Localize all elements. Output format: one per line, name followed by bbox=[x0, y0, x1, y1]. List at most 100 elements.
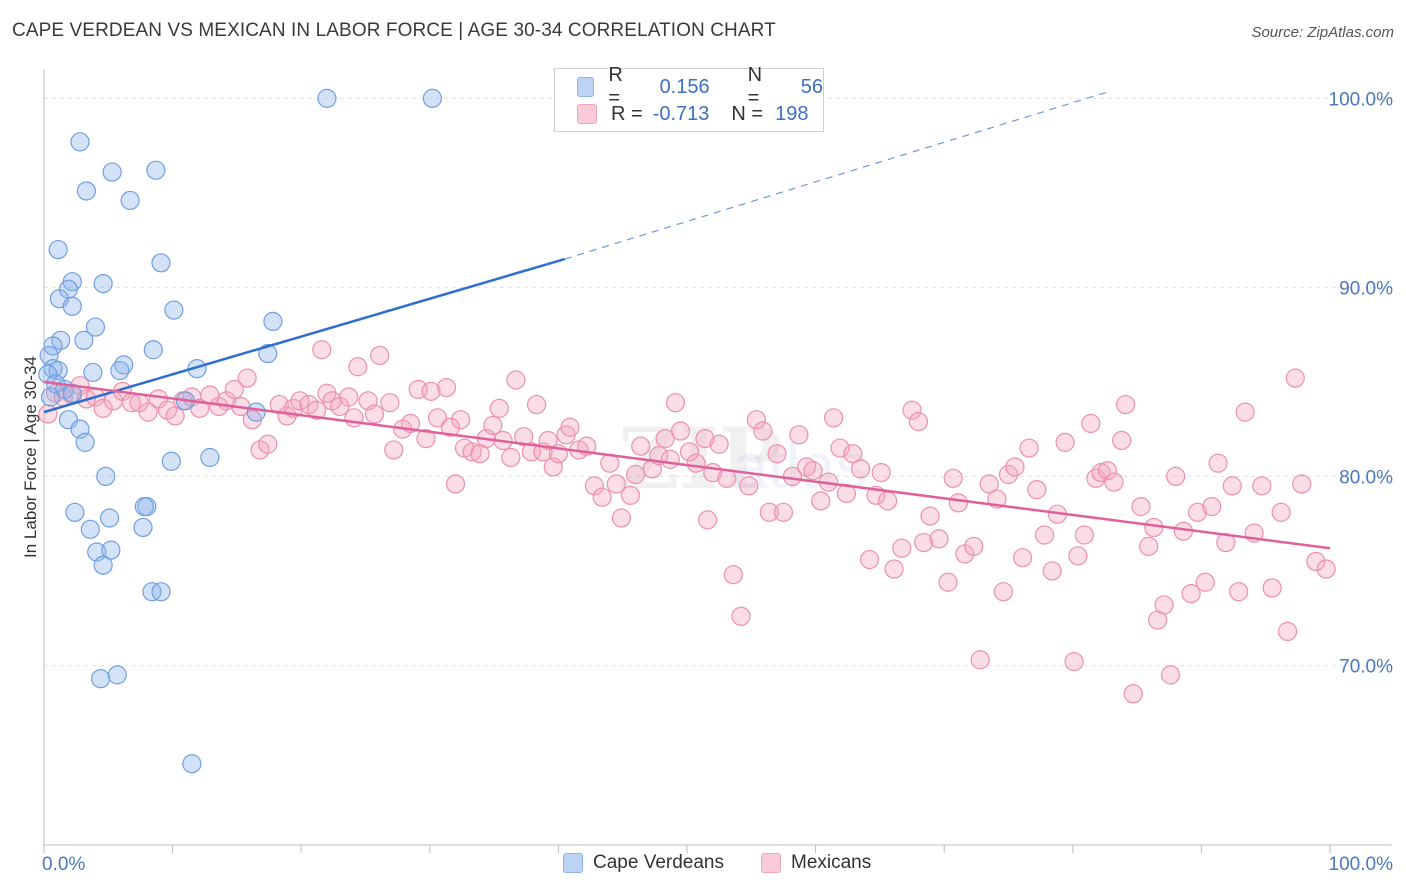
point-mexicans bbox=[1285, 368, 1305, 388]
stats-legend: R = 0.156 N = 56 R = -0.713 N = 198 bbox=[554, 64, 824, 132]
point-mexicans bbox=[514, 427, 534, 447]
point-mexicans bbox=[1034, 525, 1055, 545]
point-mexicans bbox=[560, 417, 580, 437]
point-mexicans bbox=[258, 434, 278, 454]
point-mexicans bbox=[943, 468, 963, 488]
point-mexicans bbox=[884, 559, 904, 579]
point-mexicans bbox=[93, 398, 113, 418]
point-cape-verdeans bbox=[143, 340, 163, 360]
point-cape-verdeans bbox=[151, 253, 171, 273]
y-tick-label: 70.0% bbox=[1339, 656, 1393, 677]
point-mexicans bbox=[902, 400, 922, 420]
point-mexicans bbox=[1235, 402, 1255, 422]
point-mexicans bbox=[462, 442, 482, 462]
legend-row-cape-verdeans: R = 0.156 N = 56 bbox=[577, 64, 823, 109]
point-cape-verdeans bbox=[62, 296, 82, 316]
point-mexicans bbox=[1064, 652, 1084, 672]
point-mexicans bbox=[1086, 468, 1106, 488]
point-mexicans bbox=[767, 444, 787, 464]
y-tick-label: 100.0% bbox=[1329, 89, 1394, 110]
point-mexicans bbox=[938, 572, 958, 592]
point-mexicans bbox=[384, 440, 404, 460]
legend-swatch-cape-verdeans bbox=[563, 853, 583, 873]
point-cape-verdeans bbox=[182, 754, 202, 774]
point-mexicans bbox=[538, 430, 558, 451]
point-mexicans bbox=[506, 370, 526, 390]
point-mexicans bbox=[440, 417, 460, 437]
x-tick-label: 0.0% bbox=[42, 854, 85, 875]
point-mexicans bbox=[1292, 474, 1312, 494]
point-mexicans bbox=[660, 449, 680, 469]
source-label: Source: ZipAtlas.com bbox=[1251, 24, 1394, 41]
point-mexicans bbox=[1181, 583, 1201, 604]
point-mexicans bbox=[631, 436, 651, 456]
point-cape-verdeans bbox=[75, 432, 95, 452]
point-mexicans bbox=[1123, 684, 1143, 704]
trendline-cape-verdeans-extension bbox=[564, 90, 1112, 260]
point-cape-verdeans bbox=[76, 181, 97, 201]
point-mexicans bbox=[1013, 548, 1033, 568]
point-mexicans bbox=[993, 582, 1013, 602]
point-mexicans bbox=[364, 404, 385, 424]
point-mexicans bbox=[964, 536, 984, 556]
point-cape-verdeans bbox=[62, 383, 82, 403]
point-mexicans bbox=[1252, 476, 1272, 496]
point-cape-verdeans bbox=[90, 669, 111, 689]
point-mexicans bbox=[1222, 476, 1242, 496]
legend-label-mexicans: Mexicans bbox=[791, 852, 872, 873]
point-mexicans bbox=[665, 393, 686, 413]
point-mexicans bbox=[759, 502, 779, 522]
point-mexicans bbox=[789, 425, 809, 445]
point-mexicans bbox=[860, 549, 880, 570]
point-cape-verdeans bbox=[422, 88, 442, 108]
point-mexicans bbox=[625, 464, 646, 485]
point-mexicans bbox=[709, 434, 729, 454]
point-mexicans bbox=[773, 502, 794, 522]
point-mexicans bbox=[370, 345, 390, 366]
point-mexicans bbox=[979, 474, 999, 494]
point-mexicans bbox=[1027, 480, 1047, 500]
point-mexicans bbox=[1131, 497, 1151, 517]
point-mexicans bbox=[655, 428, 675, 449]
point-mexicans bbox=[1277, 621, 1298, 642]
point-cape-verdeans bbox=[96, 466, 116, 487]
point-mexicans bbox=[339, 387, 359, 407]
point-mexicans bbox=[521, 442, 541, 462]
point-mexicans bbox=[1316, 559, 1336, 579]
legend-swatch-mexicans bbox=[761, 853, 781, 873]
point-mexicans bbox=[1081, 413, 1101, 434]
point-cape-verdeans bbox=[48, 239, 68, 260]
point-cape-verdeans bbox=[74, 330, 94, 350]
watermark-logo: atlas bbox=[732, 430, 867, 502]
legend-n-value: 198 bbox=[775, 102, 809, 125]
point-mexicans bbox=[1068, 546, 1088, 566]
point-mexicans bbox=[620, 485, 641, 505]
point-cape-verdeans bbox=[134, 497, 154, 517]
point-mexicans bbox=[1139, 536, 1159, 556]
point-mexicans bbox=[892, 538, 912, 558]
y-tick-label: 90.0% bbox=[1339, 278, 1393, 299]
point-mexicans bbox=[679, 442, 700, 462]
point-mexicans bbox=[851, 459, 871, 479]
point-mexicans bbox=[501, 447, 521, 468]
point-cape-verdeans bbox=[317, 88, 337, 108]
point-mexicans bbox=[1042, 561, 1062, 581]
point-mexicans bbox=[1306, 551, 1326, 572]
point-mexicans bbox=[427, 408, 448, 428]
point-cape-verdeans bbox=[258, 343, 278, 364]
point-mexicans bbox=[380, 393, 400, 413]
series-legend: Cape Verdeans Mexicans bbox=[0, 852, 1406, 878]
point-mexicans bbox=[489, 398, 509, 418]
legend-r-label: R = bbox=[611, 102, 643, 125]
point-mexicans bbox=[723, 565, 743, 585]
point-mexicans bbox=[526, 394, 547, 415]
point-cape-verdeans bbox=[80, 519, 100, 539]
chart-title: CAPE VERDEAN VS MEXICAN IN LABOR FORCE |… bbox=[12, 20, 776, 41]
point-mexicans bbox=[344, 408, 364, 428]
point-mexicans bbox=[445, 474, 466, 494]
point-mexicans bbox=[824, 408, 844, 428]
point-mexicans bbox=[1160, 665, 1181, 685]
legend-r-label: R = bbox=[608, 64, 623, 109]
point-mexicans bbox=[611, 508, 632, 528]
